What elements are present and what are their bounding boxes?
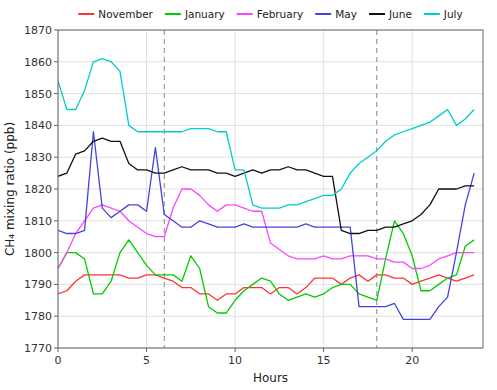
grid-line [412,30,413,348]
tick-label: 1860 [24,56,52,69]
plot-frame [58,30,483,348]
legend-item: June [369,8,412,20]
legend-label: June [388,8,412,20]
tick [54,252,58,253]
tick [54,316,58,317]
grid [58,30,483,348]
tick-label: 1850 [24,88,52,101]
grid-line [58,316,483,317]
tick [54,189,58,190]
chart: 1770 1780 1790 1800 1810 1820 1830 1840 1850 1860… [0,0,497,390]
tick [323,348,324,352]
tick [146,348,147,352]
tick-label: 1770 [24,342,52,355]
tick-label: 1790 [24,278,52,291]
legend-swatch [424,13,440,15]
legend-label: July [443,8,463,20]
legend-item: May [315,8,357,20]
x-axis-label: Hours [253,371,288,385]
tick [54,125,58,126]
series-line [58,275,474,300]
vlines [164,30,377,348]
legend-label: November [98,8,153,20]
legend-swatch [369,13,385,15]
tick [58,348,59,352]
tick [54,61,58,62]
grid-line [58,157,483,158]
grid-line [58,61,483,62]
axes: 1770 1780 1790 1800 1810 1820 1830 1840 1850 1860… [24,24,419,367]
tick [54,30,58,31]
tick-label: 1780 [24,310,52,323]
series-line [58,189,474,269]
series-line [58,59,474,208]
legend-label: February [257,8,304,20]
legend-swatch [237,13,253,15]
grid-line [58,93,483,94]
tick-label: 1820 [24,183,52,196]
grid-line [58,189,483,190]
legend-label: January [184,8,225,20]
tick [412,348,413,352]
tick-label: 1870 [24,24,52,37]
tick [54,157,58,158]
legend-swatch [315,13,331,15]
legend-item: July [424,8,463,20]
grid-line [58,220,483,221]
series-line [58,132,474,320]
legend-swatch [165,13,181,15]
tick [54,93,58,94]
grid-line [323,30,324,348]
tick-label: 1830 [24,151,52,164]
tick-label: 1810 [24,215,52,228]
tick-label: 20 [405,354,419,367]
grid-line [146,30,147,348]
tick-label: 5 [143,354,150,367]
legend-label: May [335,8,357,20]
tick-label: 0 [55,354,62,367]
legend-swatch [78,13,94,15]
legend-item: November [78,8,153,20]
legend-item: January [165,8,225,20]
y-axis-label: CH₄ mixing ratio (ppb) [3,122,17,256]
tick-label: 10 [228,354,242,367]
tick [54,348,58,349]
legend-item: February [237,8,304,20]
vline [164,30,165,348]
tick [54,284,58,285]
tick-label: 1840 [24,119,52,132]
grid-line [58,252,483,253]
tick [235,348,236,352]
tick-label: 15 [317,354,331,367]
tick-label: 1800 [24,247,52,260]
series-line [58,138,474,233]
series-line [58,221,474,313]
tick [54,220,58,221]
page: {"chart_data": { "type": "line", "xlabel… [0,0,497,390]
legend: November January February May June July [78,8,462,20]
lines [58,59,474,320]
